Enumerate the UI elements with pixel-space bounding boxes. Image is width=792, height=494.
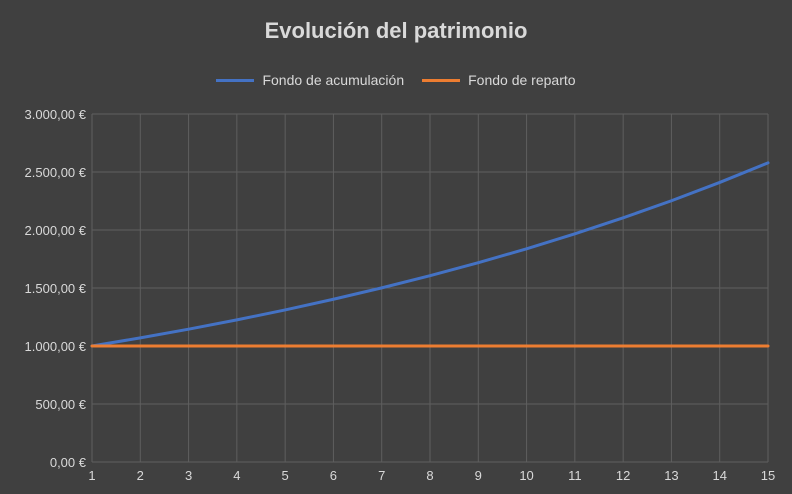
x-tick-label: 14: [712, 468, 726, 483]
x-tick-label: 4: [233, 468, 240, 483]
x-tick-label: 10: [519, 468, 533, 483]
legend-swatch-reparto: [422, 78, 461, 82]
y-tick-label: 1.500,00 €: [25, 281, 87, 296]
y-tick-label: 0,00 €: [50, 455, 87, 470]
x-tick-label: 15: [761, 468, 775, 483]
legend: Fondo de acumulación Fondo de reparto: [0, 72, 792, 88]
y-tick-label: 1.000,00 €: [25, 339, 87, 354]
y-tick-label: 3.000,00 €: [25, 107, 87, 122]
x-tick-label: 12: [616, 468, 630, 483]
x-tick-label: 8: [426, 468, 433, 483]
x-tick-label: 2: [137, 468, 144, 483]
x-tick-label: 1: [88, 468, 95, 483]
x-tick-label: 13: [664, 468, 678, 483]
x-tick-label: 5: [282, 468, 289, 483]
x-tick-label: 3: [185, 468, 192, 483]
y-tick-label: 2.000,00 €: [25, 223, 87, 238]
legend-swatch-acumulacion: [216, 78, 255, 82]
legend-label-acumulacion: Fondo de acumulación: [262, 72, 405, 88]
legend-item-acumulacion: Fondo de acumulación: [216, 72, 404, 88]
x-tick-label: 11: [568, 468, 582, 483]
x-tick-label: 6: [330, 468, 337, 483]
chart-title: Evolución del patrimonio: [264, 18, 528, 43]
series-line-acumulacion: [90, 161, 770, 348]
x-tick-label: 7: [378, 468, 385, 483]
y-tick-label: 2.500,00 €: [25, 165, 87, 180]
legend-item-reparto: Fondo de reparto: [422, 72, 576, 88]
x-tick-label: 9: [475, 468, 482, 483]
legend-label-reparto: Fondo de reparto: [468, 72, 576, 88]
y-tick-label: 500,00 €: [35, 397, 86, 412]
